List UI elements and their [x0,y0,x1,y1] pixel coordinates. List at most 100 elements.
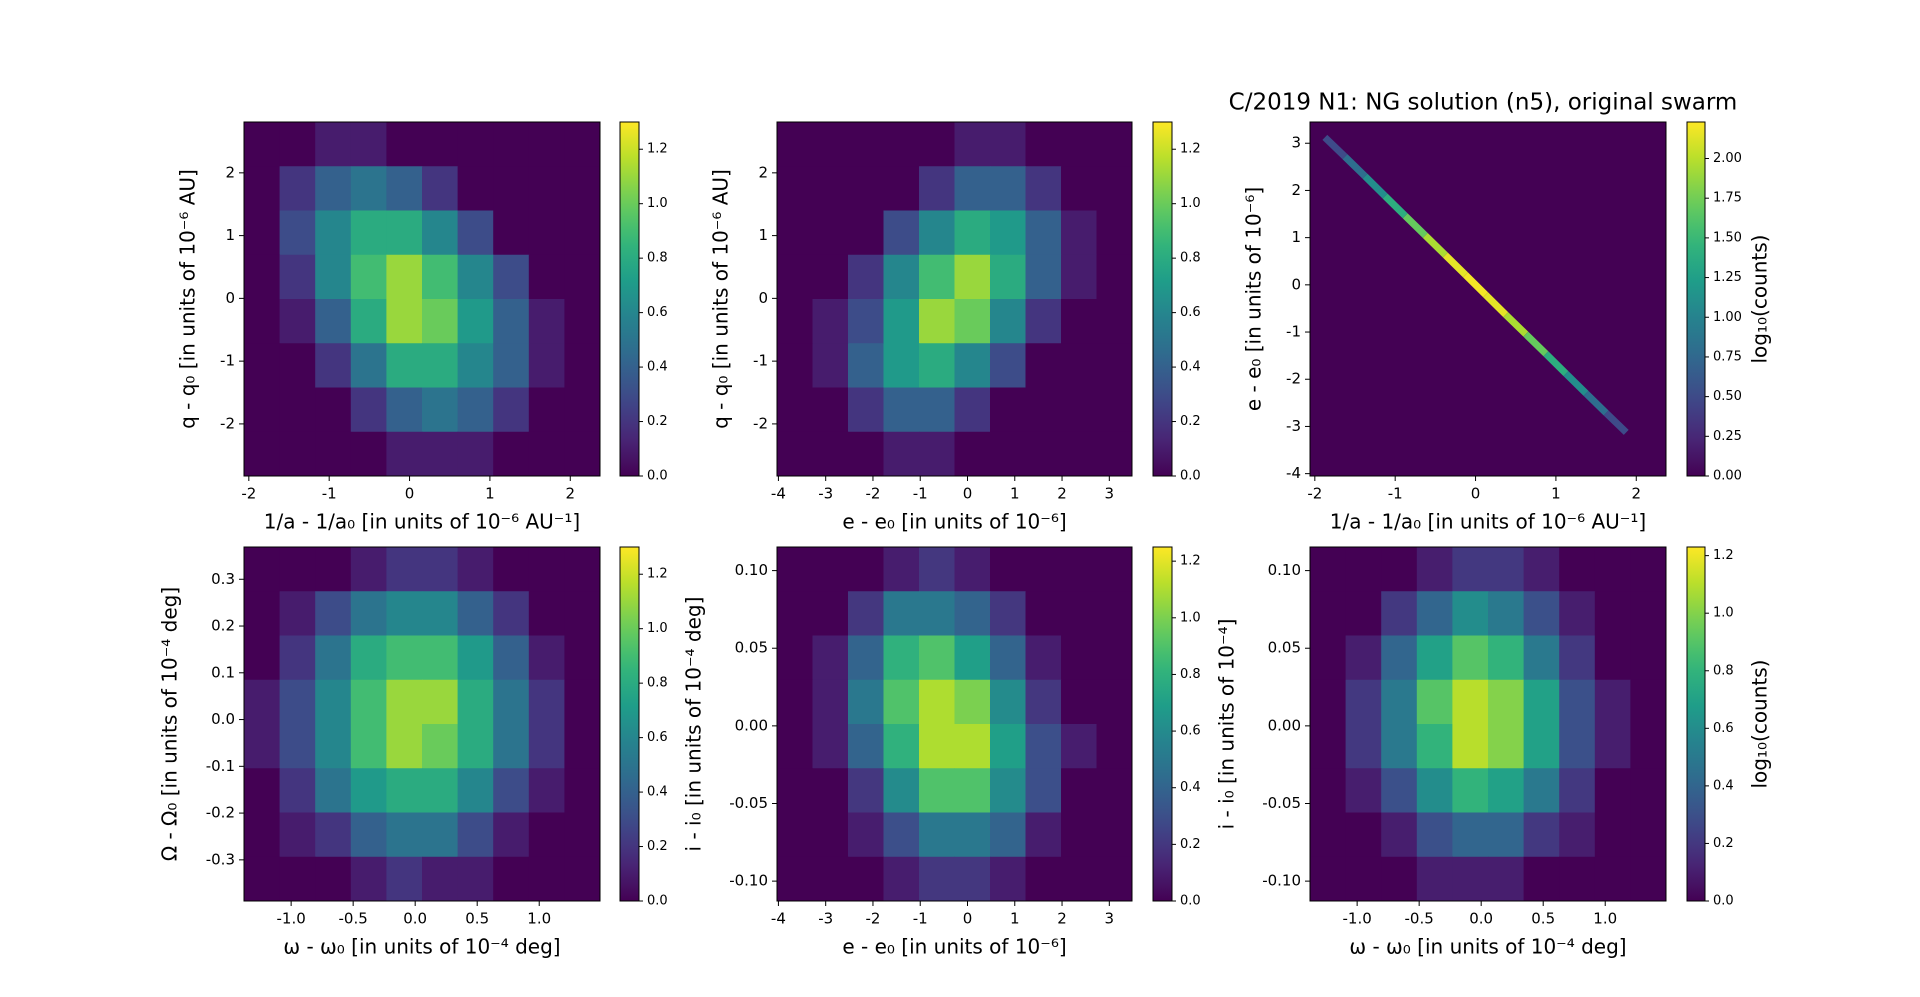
colorbar-tick-label: 0.50 [1713,389,1742,404]
hexbin-cell [564,387,601,433]
axes-frame [243,546,601,902]
hexbin-cell [1381,547,1418,592]
hexbin-cell [1416,724,1453,769]
colorbar-tick-label: 1.25 [1713,270,1742,285]
hexbin-cell [1061,547,1097,592]
hexbin-cell [386,768,423,813]
hexbin-cell [1594,724,1631,769]
hexbin-cell [1061,679,1097,725]
hexbin-cell [1559,635,1596,681]
hexbin-cell [812,812,849,858]
y-tick-label: 0 [758,289,768,307]
hexbin-cell [1025,724,1062,769]
hexbin-cell [777,254,813,300]
hexbin-cell [1310,856,1347,902]
hexbin-cell [883,166,920,211]
hexbin-cell [244,591,281,636]
hexbin-cell [528,591,565,636]
colorbar-tick-label: 0.8 [647,251,668,266]
y-tick-label: 2 [225,163,235,181]
hexbin-cell [1422,233,1448,258]
hexbin-cell [422,210,459,256]
colorbar-tick-label: 0.6 [1180,724,1201,739]
hexbin-cell [883,547,920,592]
hexbin-cell [1096,812,1133,858]
hexbin-cell [315,166,352,211]
hexbin-cell [350,547,387,592]
hexbin-cell [493,724,530,769]
hexbin-cell [954,679,991,725]
hexbin-cell [848,210,884,256]
hexbin-cell [777,724,813,769]
y-tick-label: -2 [753,414,768,432]
hexbin-cell [1523,768,1560,813]
hexbin-cell [493,343,530,388]
hexbin-cell [812,210,849,256]
y-tick-label: -0.2 [206,804,235,822]
x-tick-label: -3 [818,485,833,503]
hexbin-cell [422,679,459,725]
hexbin-cell [493,547,530,592]
hexbin-cell [883,635,920,681]
hexbin-cell [1310,591,1347,636]
hexbin-cell [279,299,316,344]
y-axis-label: q - q₀ [in units of 10⁻⁶ AU] [176,169,200,429]
hexbin-cell [812,122,849,167]
hexbin-cell [1442,252,1468,278]
hexbin-cell [528,431,565,477]
hexbin-cell [812,724,849,769]
hexbin-cell [919,431,955,477]
y-tick-label: -2 [1286,370,1301,388]
hexbin-cell [244,387,281,433]
colorbar-label: log₁₀(counts) [1748,235,1772,364]
y-tick-label: 3 [1291,134,1301,152]
hexbin-cell [493,166,530,211]
hexbin-cell [777,431,813,477]
hexbin-cell [848,679,884,725]
hexbin-cell [883,122,920,167]
hexbin-cell [1563,371,1589,396]
colorbar-tick-label: 0.00 [1713,469,1742,484]
hexbin-cell [386,210,423,256]
hexbin-cell [1452,547,1489,592]
hexbin-cell [350,166,387,211]
x-tick-label: -0.5 [339,910,368,928]
hexbin-cell [1061,210,1097,256]
y-axis-label: i - i₀ [in units of 10⁻⁴] [1215,619,1239,830]
hexbin-cell [457,812,494,858]
x-tick-label: 2 [565,485,575,503]
hexbin-cell [1630,724,1667,769]
hexbin-cell [1096,166,1133,211]
hexbin-cell [386,679,423,725]
hexbin-cell [1523,812,1560,858]
hexbin-cell [350,254,387,300]
colorbar [1152,121,1173,477]
x-tick-label: -4 [771,485,786,503]
hexbin-cell [528,210,565,256]
hexbin-cell [777,768,813,813]
y-tick-label: 0.05 [735,639,768,657]
hexbin-cell [1594,679,1631,725]
colorbar-tick-label: 0.0 [1180,469,1201,484]
hexbin-cell [1025,166,1062,211]
hexbin-cell [1630,547,1667,592]
hexbin-cell [1416,768,1453,813]
hexbin-cell [457,387,494,433]
hexbin-cell [1630,768,1667,813]
hexbin-cell [777,679,813,725]
hexbin-cell [1463,272,1489,298]
hexbin-cell [883,591,920,636]
x-axis-label: e - e₀ [in units of 10⁻⁶] [842,935,1066,959]
hexbin-cell [1342,154,1368,179]
hexbin-cell [528,547,565,592]
hexbin-cell [422,299,459,344]
colorbar-tick-label: 0.2 [647,414,668,429]
hexbin-cell [386,299,423,344]
hexbin-cell [457,431,494,477]
x-axis-label: ω - ω₀ [in units of 10⁻⁴ deg] [1349,935,1626,959]
hexbin-cell [1096,856,1133,902]
hexbin-cell [1488,679,1525,725]
hexbin-cell [812,591,849,636]
hexbin-cell [1381,679,1418,725]
hexbin-cell [919,679,955,725]
